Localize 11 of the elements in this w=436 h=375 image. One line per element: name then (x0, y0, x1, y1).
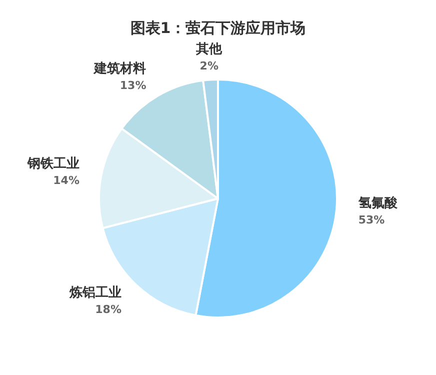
slice-label: 其他 (195, 42, 224, 58)
data-label: 53% (358, 214, 385, 227)
data-label: 2% (200, 60, 218, 73)
data-label: 14% (53, 174, 80, 187)
slice-label: 建筑材料 (93, 62, 146, 77)
chart-title: 图表1：萤石下游应用市场 (130, 18, 306, 37)
slice-label: 氢氟酸 (357, 195, 398, 212)
data-label: 18% (95, 303, 122, 316)
data-label: 13% (120, 78, 146, 92)
slice-label: 钢铁工业 (26, 156, 80, 172)
slice-label: 炼铝工业 (68, 286, 122, 301)
